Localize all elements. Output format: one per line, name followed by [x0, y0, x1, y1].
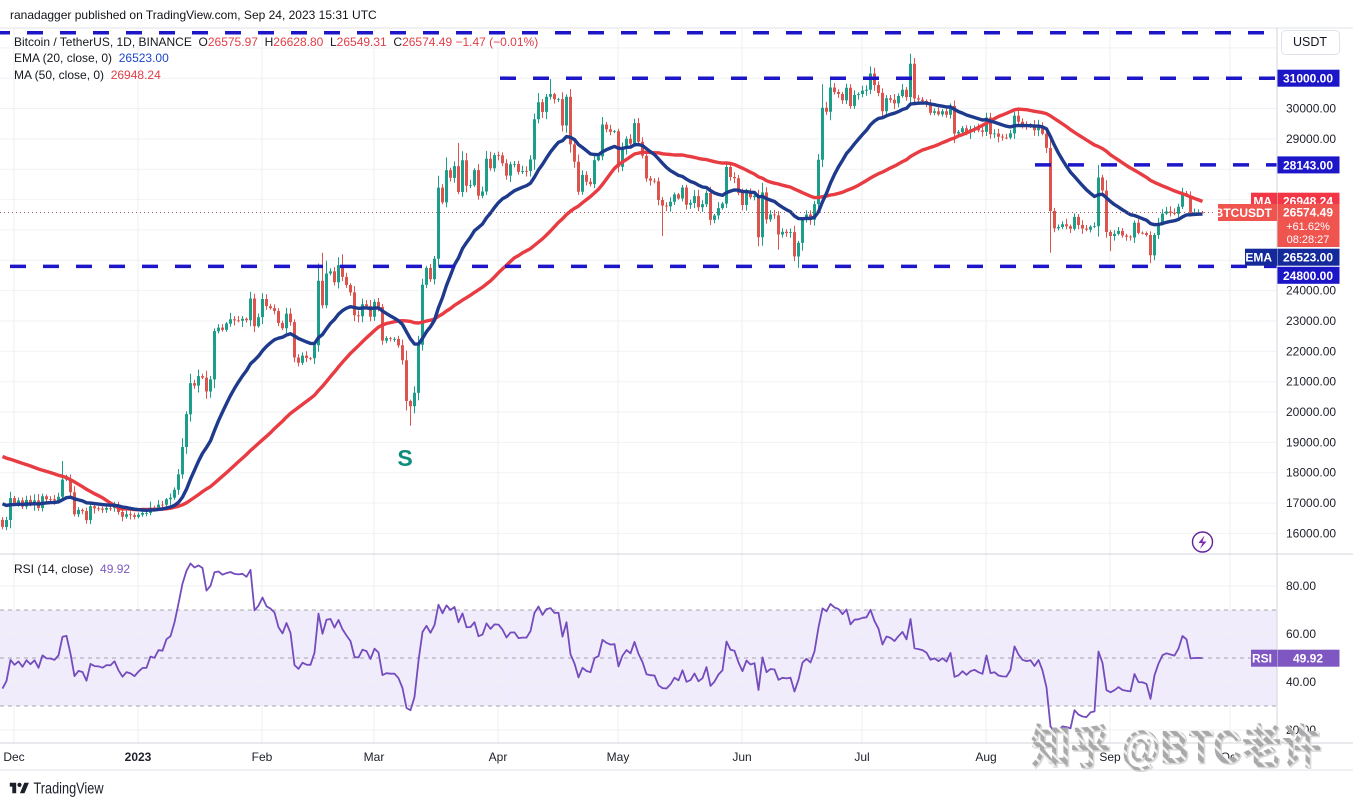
svg-text:Bitcoin / TetherUS, 1D, BINANC: Bitcoin / TetherUS, 1D, BINANCE O26575.9…: [14, 35, 538, 49]
svg-text:Oct: Oct: [1221, 750, 1240, 764]
svg-text:20000.00: 20000.00: [1286, 405, 1336, 419]
svg-text:Mar: Mar: [364, 750, 385, 764]
svg-text:May: May: [607, 750, 630, 764]
svg-text:23000.00: 23000.00: [1286, 314, 1336, 328]
svg-text:Sep: Sep: [1099, 750, 1121, 764]
svg-text:40.00: 40.00: [1286, 675, 1316, 689]
svg-text:Feb: Feb: [252, 750, 273, 764]
svg-text:RSI (14, close) 49.92: RSI (14, close) 49.92: [14, 562, 130, 576]
svg-text:24800.00: 24800.00: [1283, 269, 1333, 283]
svg-text:Dec: Dec: [3, 750, 24, 764]
svg-text:19000.00: 19000.00: [1286, 435, 1336, 449]
svg-text:USDT: USDT: [1293, 35, 1327, 49]
svg-text:2023: 2023: [125, 750, 152, 764]
svg-text:29000.00: 29000.00: [1286, 132, 1336, 146]
svg-text:60.00: 60.00: [1286, 627, 1316, 641]
svg-text:ranadagger published on Tradin: ranadagger published on TradingView.com,…: [10, 8, 377, 22]
svg-text:17000.00: 17000.00: [1286, 496, 1336, 510]
svg-text:RSI: RSI: [1252, 652, 1272, 666]
svg-text:20.00: 20.00: [1286, 723, 1316, 737]
svg-text:S: S: [397, 445, 412, 471]
svg-text:18000.00: 18000.00: [1286, 466, 1336, 480]
svg-text:Jul: Jul: [854, 750, 869, 764]
svg-text:30000.00: 30000.00: [1286, 102, 1336, 116]
svg-text:知乎 @BTC老许: 知乎 @BTC老许: [1033, 723, 1323, 775]
svg-text:TradingView: TradingView: [34, 780, 105, 797]
svg-text:80.00: 80.00: [1286, 579, 1316, 593]
svg-text:08:28:27: 08:28:27: [1287, 234, 1330, 246]
svg-text:知乎 @BTC老许: 知乎 @BTC老许: [1031, 721, 1321, 773]
svg-text:Jun: Jun: [732, 750, 751, 764]
svg-text:Aug: Aug: [975, 750, 996, 764]
svg-text:24000.00: 24000.00: [1286, 284, 1336, 298]
svg-text:31000.00: 31000.00: [1283, 72, 1333, 86]
svg-text:+61.62%: +61.62%: [1286, 221, 1330, 233]
svg-text:MA (50, close, 0) 26948.24: MA (50, close, 0) 26948.24: [14, 68, 161, 82]
svg-text:26523.00: 26523.00: [1283, 251, 1333, 265]
svg-text:EMA: EMA: [1245, 251, 1272, 265]
svg-text:Apr: Apr: [489, 750, 508, 764]
svg-text:26574.49: 26574.49: [1283, 206, 1333, 220]
svg-text:BTCUSDT: BTCUSDT: [1215, 206, 1273, 220]
svg-text:22000.00: 22000.00: [1286, 344, 1336, 358]
svg-text:21000.00: 21000.00: [1286, 375, 1336, 389]
svg-text:28143.00: 28143.00: [1283, 158, 1333, 172]
svg-text:16000.00: 16000.00: [1286, 526, 1336, 540]
svg-text:49.92: 49.92: [1293, 652, 1323, 666]
svg-text:EMA (20, close, 0) 26523.00: EMA (20, close, 0) 26523.00: [14, 51, 169, 65]
